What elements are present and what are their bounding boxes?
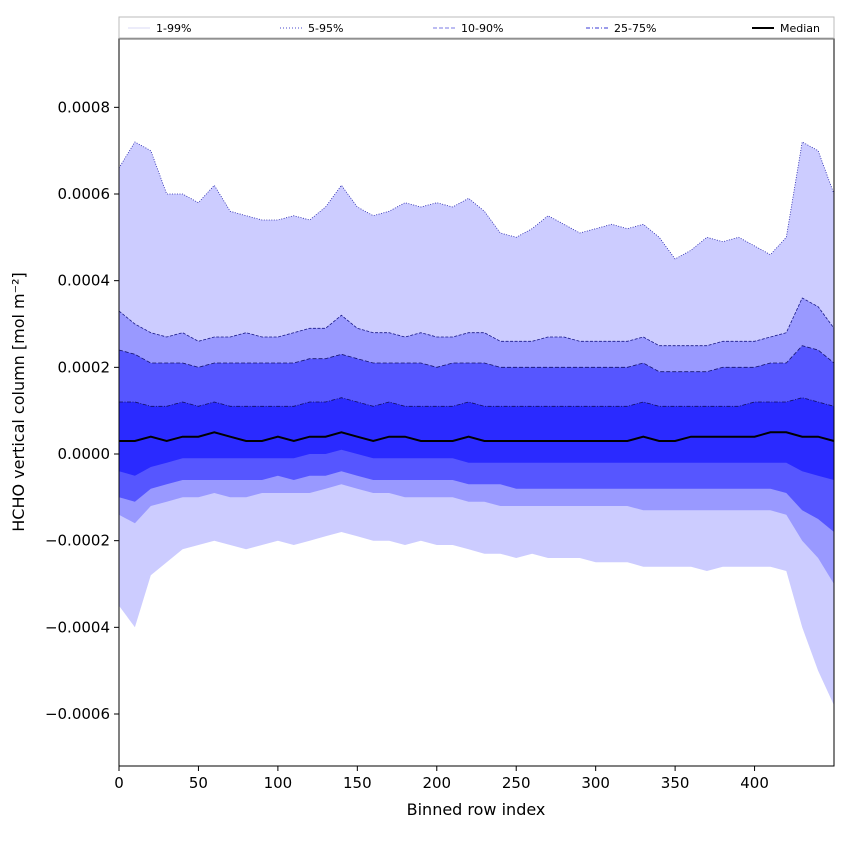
x-tick-label: 50 (189, 774, 208, 792)
x-tick-label: 400 (740, 774, 769, 792)
median-layer (119, 431, 835, 443)
legend-label: 1-99% (156, 22, 191, 35)
x-tick-label: 200 (422, 774, 451, 792)
y-tick-label: −0.0002 (45, 532, 110, 550)
x-tick-label: 100 (264, 774, 293, 792)
band-upper-edge-10-90 (118, 345, 835, 373)
y-axis-label: HCHO vertical column [mol m⁻²] (9, 272, 28, 531)
x-tick-label: 300 (581, 774, 610, 792)
x-tick-label: 250 (502, 774, 531, 792)
band-upper-edge-5-95 (118, 297, 835, 347)
legend-label: 5-95% (308, 22, 343, 35)
y-tick-label: 0.0004 (58, 272, 111, 290)
legend-label: 10-90% (461, 22, 503, 35)
legend: 1-99% 5-95% 10-90% 25-75% Median (118, 16, 835, 40)
x-tick-label: 350 (661, 774, 690, 792)
band-upper-edge-1-99 (118, 141, 835, 260)
y-tick-label: 0.0002 (58, 358, 111, 376)
median-line (119, 431, 835, 443)
y-tick-label: 0.0008 (58, 98, 111, 116)
y-tick-label: 0.0000 (58, 445, 111, 463)
band-upper-edge-25-75 (119, 397, 835, 407)
band-edge-layer (118, 141, 835, 407)
legend-label: 25-75% (614, 22, 656, 35)
x-tick-label: 0 (114, 774, 124, 792)
x-tick-label: 150 (343, 774, 372, 792)
y-tick-label: −0.0006 (45, 705, 110, 723)
y-tick-label: 0.0006 (58, 185, 111, 203)
legend-label: Median (780, 22, 820, 35)
x-axis-label: Binned row index (407, 800, 546, 819)
y-tick-label: −0.0004 (45, 618, 110, 636)
y-axis: −0.0006 −0.0004 −0.0002 0.0000 0.0002 0.0004 0… (45, 98, 119, 723)
x-axis: 0 50 100 150 200 250 300 350 400 (114, 766, 769, 792)
legend-box (118, 16, 835, 39)
